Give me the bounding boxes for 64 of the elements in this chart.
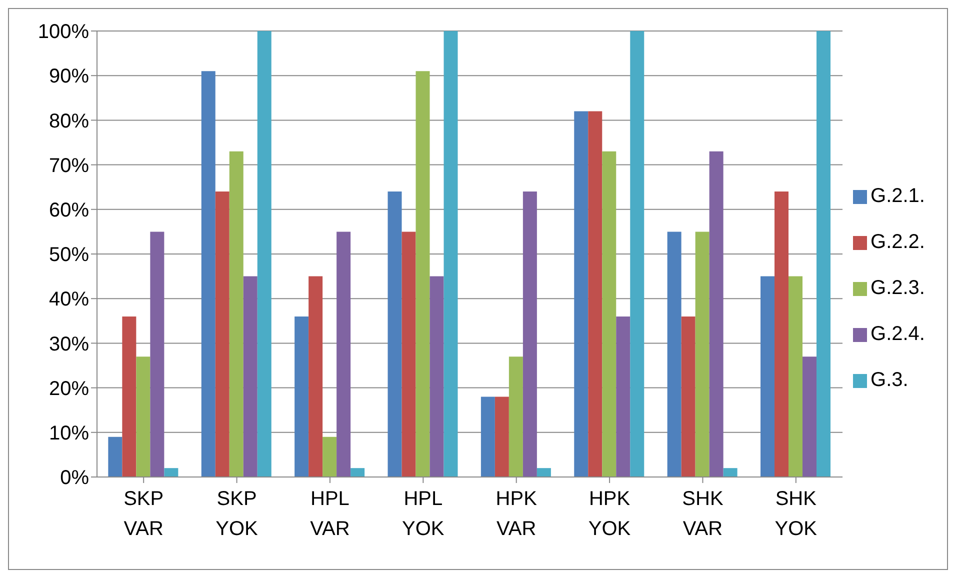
bar (788, 276, 803, 477)
bar (816, 31, 831, 477)
bar (588, 111, 602, 477)
bar (388, 192, 402, 477)
y-tick-label: 0% (60, 467, 90, 490)
bar (402, 232, 416, 477)
bar (508, 356, 523, 477)
x-tick-label: SKP VAR (124, 488, 164, 540)
x-tick-label: SKP YOK (216, 488, 259, 540)
bar (695, 232, 710, 477)
y-tick-label: 30% (48, 333, 90, 356)
bar (243, 276, 258, 477)
bar (616, 316, 630, 477)
bar (480, 396, 495, 477)
y-tick-label: 80% (48, 110, 90, 132)
x-tick-label: HPK YOK (588, 488, 632, 540)
y-tick-label: 10% (48, 422, 90, 444)
bar (602, 151, 616, 477)
legend-label: G.3. (870, 369, 908, 391)
legend-label: G.2.3. (870, 277, 925, 299)
x-tick-label: HPL VAR (310, 488, 350, 540)
bar (430, 276, 444, 477)
bar (760, 276, 775, 477)
y-tick-label: 90% (48, 66, 90, 88)
y-tick-label: 100% (38, 21, 90, 44)
y-tick-label: 70% (48, 154, 90, 177)
bar (681, 316, 696, 477)
y-tick-label: 60% (48, 200, 90, 222)
bar (444, 31, 458, 477)
bar (630, 31, 644, 477)
bar (350, 468, 365, 477)
y-tick-label: 40% (48, 288, 90, 311)
bar (574, 111, 588, 477)
bar (150, 232, 164, 477)
legend-label: G.2.4. (870, 323, 925, 345)
y-tick-label: 50% (48, 244, 90, 266)
bar (774, 192, 789, 477)
bar (257, 31, 272, 477)
x-tick-label: SHK YOK (774, 488, 818, 540)
legend-label: G.2.2. (870, 231, 925, 253)
bar (522, 192, 537, 477)
x-tick-label: SHK VAR (682, 488, 724, 540)
bar (536, 468, 551, 477)
bar (308, 276, 323, 477)
bar (294, 316, 309, 477)
bar (667, 232, 682, 477)
y-tick-label: 20% (48, 378, 90, 400)
bar (336, 232, 351, 477)
bar (709, 151, 724, 477)
bar (494, 396, 509, 477)
bar (802, 356, 817, 477)
bar (136, 356, 150, 477)
bar (215, 192, 230, 477)
bar (201, 71, 216, 477)
bar (164, 468, 178, 477)
bar (122, 316, 136, 477)
bar (723, 468, 738, 477)
bar (322, 436, 337, 477)
x-tick-label: HPL YOK (402, 488, 445, 540)
legend-label: G.2.1. (870, 185, 925, 207)
bar (416, 71, 430, 477)
bar (108, 436, 122, 477)
x-tick-label: HPK VAR (496, 488, 538, 540)
bar (229, 151, 244, 477)
